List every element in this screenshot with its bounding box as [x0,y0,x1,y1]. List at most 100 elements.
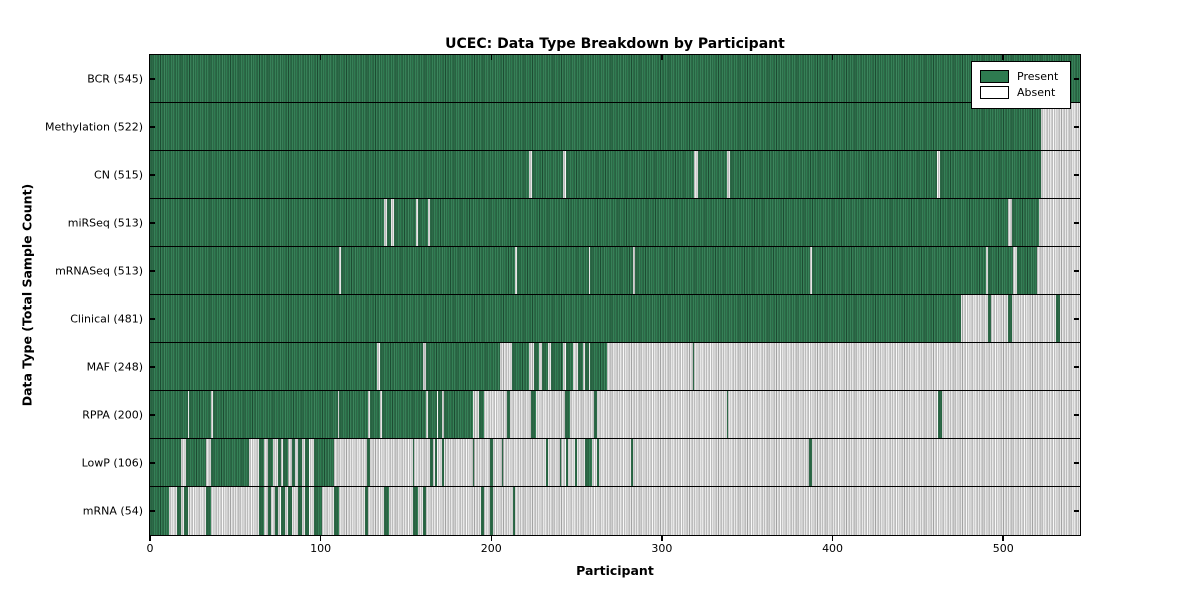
present-segment [530,391,536,438]
legend-entry-absent: Absent [980,86,1062,99]
present-segment [394,199,417,246]
y-tick-mark [150,222,155,224]
present-segment [150,391,188,438]
present-segment [423,487,427,535]
x-tick-label: 400 [822,542,844,555]
present-segment [380,343,424,390]
present-segment [150,247,340,294]
y-tick-label-rppa: RPPA (200) [82,408,143,422]
present-segment [313,439,335,486]
present-segment [383,487,389,535]
present-segment [559,439,562,486]
chart-title: UCEC: Data Type Breakdown by Participant [445,36,785,52]
present-segment [213,391,338,438]
present-segment [313,487,323,535]
x-tick-mark-top [319,55,322,60]
y-tick-label-lowp: LowP (106) [81,456,143,470]
present-segment [441,439,444,486]
present-segment [564,391,570,438]
present-segment [206,487,212,535]
present-segment [585,343,589,390]
heatmap-row-mirseq [150,199,1080,247]
present-segment [150,55,1080,102]
present-segment [150,487,169,535]
present-segment [438,391,442,438]
present-segment [489,439,493,486]
x-tick-mark-top [490,55,493,60]
present-segment [185,439,207,486]
present-segment [472,439,475,486]
present-segment [726,391,729,438]
legend-label-present: Present [1017,70,1059,83]
present-segment [987,247,1014,294]
present-segment [551,343,563,390]
y-tick-mark [150,174,155,176]
present-segment [479,391,485,438]
y-tick-mark [1074,510,1079,512]
y-tick-mark [150,318,155,320]
x-tick-label: 500 [992,542,1014,555]
present-segment [177,487,181,535]
y-tick-mark [150,126,155,128]
present-segment [593,391,598,438]
present-segment [365,487,369,535]
x-tick-label: 0 [146,542,154,555]
present-segment [429,199,1009,246]
present-segment [412,487,418,535]
heatmap-row-clinical [150,295,1080,343]
y-tick-label-maf: MAF (248) [86,360,143,374]
present-segment [412,439,415,486]
y-tick-mark [1074,462,1079,464]
present-segment [267,487,272,535]
present-segment [443,391,473,438]
present-segment [631,439,633,486]
present-segment [730,151,937,198]
present-segment [585,439,592,486]
y-tick-label-mirseq: miRSeq (513) [67,216,143,230]
present-segment [259,439,265,486]
present-segment [532,151,563,198]
absent-swatch [980,86,1009,99]
present-segment [697,151,727,198]
present-segment [259,487,265,535]
present-segment [334,487,340,535]
present-segment [288,487,292,535]
heatmap-row-mrna [150,487,1080,535]
present-segment [150,343,377,390]
present-segment [150,151,529,198]
heatmap-row-maf [150,343,1080,391]
y-tick-label-mrna: mRNA (54) [82,504,143,518]
present-segment [428,391,437,438]
present-segment [987,295,992,342]
y-tick-label-mrnaseq: mRNASeq (513) [55,264,143,278]
y-tick-mark [1074,126,1079,128]
x-tick-mark [661,535,663,541]
present-segment [692,343,695,390]
present-segment [566,439,569,486]
x-tick-label: 200 [480,542,502,555]
heatmap-plot-area [150,55,1080,535]
present-segment [634,247,811,294]
present-segment [150,439,181,486]
present-segment [481,487,485,535]
present-segment [590,343,608,390]
heatmap-row-mrnaseq [150,247,1080,295]
present-segment [940,151,1041,198]
y-tick-mark [1074,366,1079,368]
present-segment [513,487,516,535]
x-tick-label: 300 [651,542,673,555]
y-tick-mark [150,78,155,80]
x-tick-mark [319,535,322,541]
present-segment [267,439,273,486]
present-segment [211,439,249,486]
present-segment [298,439,302,486]
heatmap-row-rppa [150,391,1080,439]
present-segment [501,439,504,486]
heatmap-row-bcr [150,55,1080,103]
x-tick-mark [149,535,151,541]
x-axis-title: Participant [576,563,654,578]
present-segment [189,391,212,438]
present-segment [545,439,548,486]
x-tick-mark-top [831,55,834,60]
y-tick-mark [1074,222,1079,224]
